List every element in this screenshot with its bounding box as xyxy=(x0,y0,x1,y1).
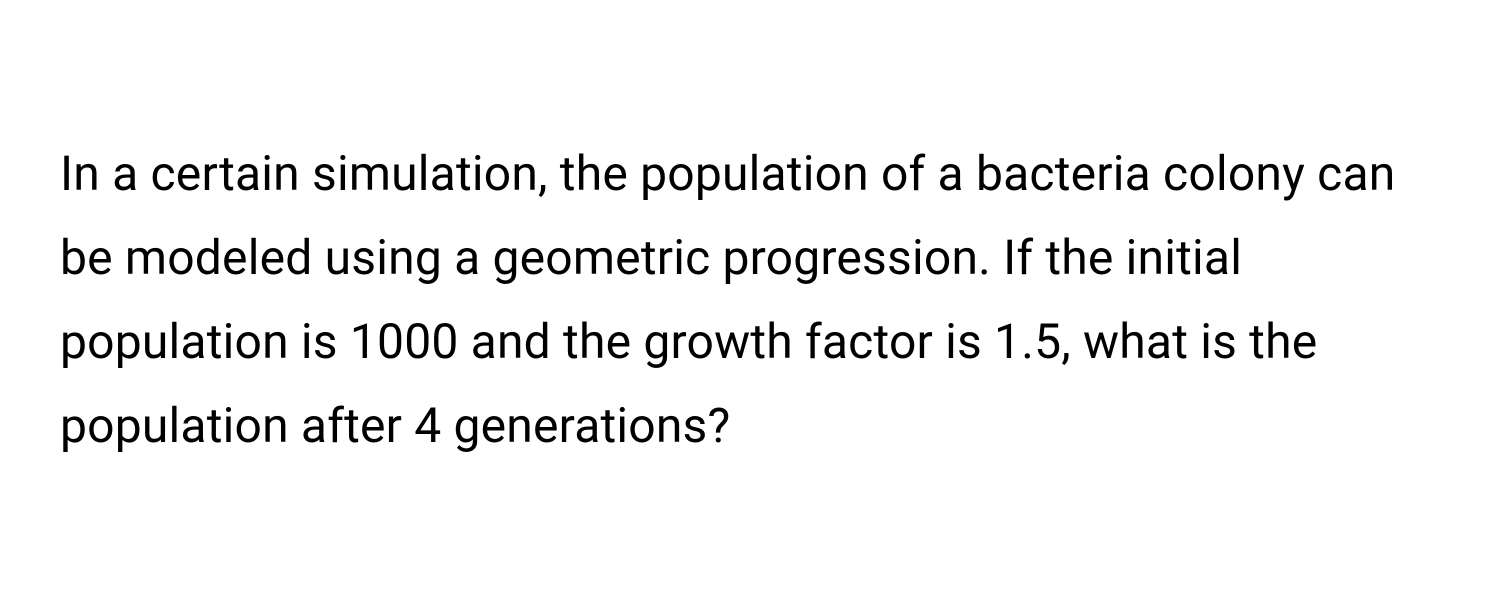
question-text: In a certain simulation, the population … xyxy=(60,132,1440,468)
